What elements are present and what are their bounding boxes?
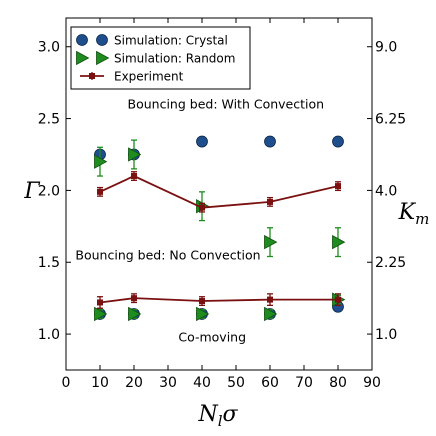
series-layer: [94, 135, 346, 322]
data-point: [264, 306, 278, 322]
experiment-point: [267, 198, 273, 205]
experiment-point: [131, 173, 137, 180]
secondary-y-axis: 1.0 2.25 4.0 6.25 9.0: [367, 40, 406, 343]
x-tick-label: 90: [363, 375, 381, 391]
experiment-point: [335, 296, 341, 303]
experiment-point: [267, 296, 273, 303]
y-tick-label: 2.0: [38, 183, 60, 199]
y-tick-label: 1.5: [38, 255, 60, 271]
legend-entry: Simulation: Crystal: [76, 34, 228, 48]
legend-swatch-marker: [89, 73, 95, 79]
plot-border: [65, 17, 373, 371]
plot-frame: [65, 17, 373, 371]
experiment-point: [335, 183, 341, 190]
data-point: [128, 306, 142, 322]
x-axis-title: Nlσ: [197, 402, 238, 430]
series-experiment: [97, 171, 341, 309]
x-tick-label: 70: [295, 375, 313, 391]
legend-swatch-marker: [96, 50, 110, 66]
x-tick-label: 40: [193, 375, 211, 391]
legend-swatch-marker: [96, 34, 108, 46]
x-tick-label: 30: [159, 375, 177, 391]
secondary-y-axis-title: Km: [398, 200, 430, 228]
annotation-label: Co-moving: [178, 329, 246, 344]
experiment-point: [199, 298, 205, 305]
data-point: [196, 306, 210, 322]
x-axis: 0 10 20 30 40 50 60 70 80 90: [62, 18, 381, 391]
x-tick-label: 20: [125, 375, 143, 391]
y2-tick-label: 1.0: [375, 327, 397, 343]
legend-entry: Experiment: [80, 70, 184, 84]
experiment-point: [199, 204, 205, 211]
legend-swatch-marker: [76, 50, 90, 66]
y2-tick-label: 6.25: [375, 112, 406, 128]
annotations: Bouncing bed: With Convection Bouncing be…: [75, 97, 324, 345]
x-tick-label: 50: [227, 375, 245, 391]
legend-entry: Simulation: Random: [76, 50, 235, 66]
experiment-point: [97, 188, 103, 195]
data-point: [196, 135, 208, 148]
annotation-label: Bouncing bed: No Convection: [75, 247, 260, 262]
y2-tick-label: 9.0: [375, 40, 397, 56]
y2-tick-label: 4.0: [375, 183, 397, 199]
experiment-point: [97, 299, 103, 306]
x-tick-label: 0: [62, 375, 71, 391]
data-point: [128, 147, 142, 162]
y2-tick-label: 2.25: [375, 255, 406, 271]
legend-label: Simulation: Random: [114, 52, 235, 66]
x-tick-label: 80: [329, 375, 347, 391]
y-tick-label: 2.5: [38, 112, 60, 128]
data-point: [264, 234, 278, 250]
data-point: [264, 135, 276, 148]
data-point: [94, 306, 108, 322]
data-point: [332, 135, 344, 148]
legend-swatch-marker: [76, 34, 88, 46]
y-tick-label: 3.0: [38, 40, 60, 56]
x-tick-label: 60: [261, 375, 279, 391]
legend-label: Experiment: [114, 70, 184, 84]
legend-label: Simulation: Crystal: [114, 34, 228, 48]
x-tick-label: 10: [91, 375, 109, 391]
annotation-label: Bouncing bed: With Convection: [128, 97, 325, 112]
y-tick-label: 1.0: [38, 327, 60, 343]
data-point: [94, 154, 108, 169]
y-axis-title: Γ: [23, 179, 40, 204]
legend: Simulation: Crystal Simulation: Random Exp…: [70, 26, 251, 90]
data-point: [332, 234, 346, 250]
y-axis: 1.0 1.5 2.0 2.5 3.0: [38, 40, 71, 343]
experiment-point: [131, 295, 137, 302]
